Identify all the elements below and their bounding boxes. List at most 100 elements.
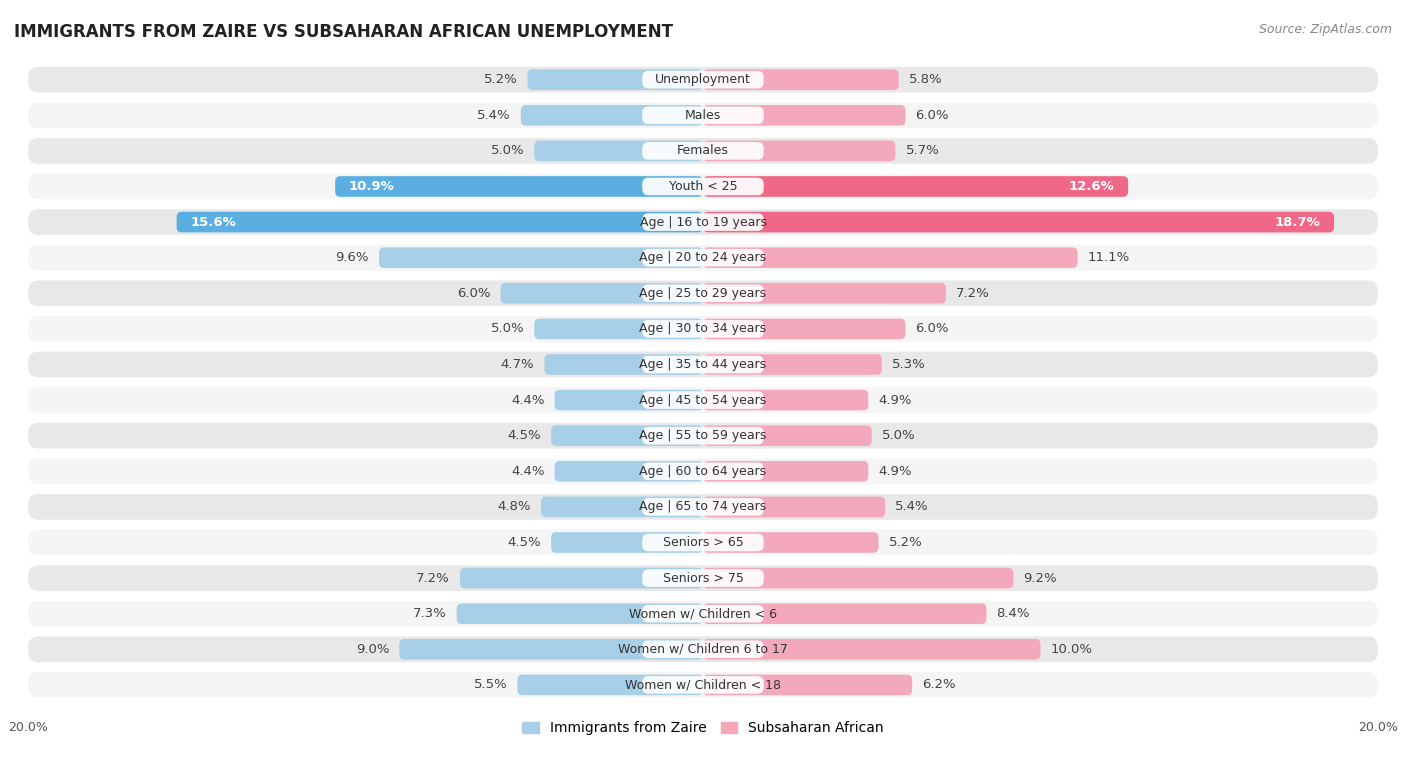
FancyBboxPatch shape: [643, 463, 763, 480]
Text: 9.2%: 9.2%: [1024, 572, 1057, 584]
Text: 10.9%: 10.9%: [349, 180, 395, 193]
Text: IMMIGRANTS FROM ZAIRE VS SUBSAHARAN AFRICAN UNEMPLOYMENT: IMMIGRANTS FROM ZAIRE VS SUBSAHARAN AFRI…: [14, 23, 673, 41]
FancyBboxPatch shape: [544, 354, 703, 375]
Text: Age | 55 to 59 years: Age | 55 to 59 years: [640, 429, 766, 442]
Text: 5.0%: 5.0%: [491, 322, 524, 335]
Text: Age | 16 to 19 years: Age | 16 to 19 years: [640, 216, 766, 229]
FancyBboxPatch shape: [527, 70, 703, 90]
Text: Age | 20 to 24 years: Age | 20 to 24 years: [640, 251, 766, 264]
Text: 5.4%: 5.4%: [896, 500, 929, 513]
FancyBboxPatch shape: [28, 388, 1378, 413]
FancyBboxPatch shape: [335, 176, 703, 197]
FancyBboxPatch shape: [643, 142, 763, 160]
Text: 5.7%: 5.7%: [905, 145, 939, 157]
Text: 7.2%: 7.2%: [416, 572, 450, 584]
FancyBboxPatch shape: [643, 213, 763, 231]
Text: Women w/ Children < 18: Women w/ Children < 18: [626, 678, 780, 691]
Text: Age | 25 to 29 years: Age | 25 to 29 years: [640, 287, 766, 300]
FancyBboxPatch shape: [643, 640, 763, 658]
FancyBboxPatch shape: [28, 672, 1378, 698]
FancyBboxPatch shape: [703, 425, 872, 446]
Text: 5.5%: 5.5%: [474, 678, 508, 691]
Text: 5.4%: 5.4%: [477, 109, 510, 122]
Text: Age | 65 to 74 years: Age | 65 to 74 years: [640, 500, 766, 513]
FancyBboxPatch shape: [643, 569, 763, 587]
Text: 15.6%: 15.6%: [190, 216, 236, 229]
FancyBboxPatch shape: [551, 532, 703, 553]
Text: Females: Females: [678, 145, 728, 157]
FancyBboxPatch shape: [517, 674, 703, 695]
FancyBboxPatch shape: [28, 245, 1378, 270]
FancyBboxPatch shape: [703, 105, 905, 126]
FancyBboxPatch shape: [457, 603, 703, 624]
Text: 7.3%: 7.3%: [413, 607, 447, 620]
FancyBboxPatch shape: [703, 639, 1040, 659]
FancyBboxPatch shape: [703, 532, 879, 553]
FancyBboxPatch shape: [703, 390, 869, 410]
Text: 5.0%: 5.0%: [882, 429, 915, 442]
Text: 4.9%: 4.9%: [879, 465, 912, 478]
FancyBboxPatch shape: [28, 352, 1378, 377]
FancyBboxPatch shape: [643, 534, 763, 551]
FancyBboxPatch shape: [703, 603, 987, 624]
FancyBboxPatch shape: [28, 494, 1378, 520]
FancyBboxPatch shape: [28, 530, 1378, 556]
FancyBboxPatch shape: [28, 316, 1378, 341]
FancyBboxPatch shape: [380, 248, 703, 268]
FancyBboxPatch shape: [703, 141, 896, 161]
FancyBboxPatch shape: [703, 70, 898, 90]
FancyBboxPatch shape: [28, 459, 1378, 484]
Text: 4.9%: 4.9%: [879, 394, 912, 407]
FancyBboxPatch shape: [703, 212, 1334, 232]
FancyBboxPatch shape: [551, 425, 703, 446]
Text: 5.2%: 5.2%: [484, 73, 517, 86]
Text: 6.0%: 6.0%: [915, 109, 949, 122]
FancyBboxPatch shape: [28, 601, 1378, 627]
FancyBboxPatch shape: [28, 565, 1378, 591]
Text: Women w/ Children < 6: Women w/ Children < 6: [628, 607, 778, 620]
FancyBboxPatch shape: [28, 281, 1378, 306]
FancyBboxPatch shape: [554, 461, 703, 481]
Text: 9.0%: 9.0%: [356, 643, 389, 656]
FancyBboxPatch shape: [28, 67, 1378, 92]
Text: 10.0%: 10.0%: [1050, 643, 1092, 656]
Text: 12.6%: 12.6%: [1069, 180, 1115, 193]
FancyBboxPatch shape: [703, 674, 912, 695]
FancyBboxPatch shape: [28, 637, 1378, 662]
Legend: Immigrants from Zaire, Subsaharan African: Immigrants from Zaire, Subsaharan Africa…: [516, 716, 890, 741]
Text: 5.2%: 5.2%: [889, 536, 922, 549]
FancyBboxPatch shape: [177, 212, 703, 232]
Text: 11.1%: 11.1%: [1088, 251, 1130, 264]
FancyBboxPatch shape: [643, 498, 763, 516]
FancyBboxPatch shape: [703, 283, 946, 304]
FancyBboxPatch shape: [643, 285, 763, 302]
Text: Seniors > 75: Seniors > 75: [662, 572, 744, 584]
Text: 18.7%: 18.7%: [1275, 216, 1320, 229]
Text: 9.6%: 9.6%: [336, 251, 368, 264]
FancyBboxPatch shape: [28, 423, 1378, 448]
FancyBboxPatch shape: [643, 605, 763, 622]
FancyBboxPatch shape: [643, 356, 763, 373]
Text: Source: ZipAtlas.com: Source: ZipAtlas.com: [1258, 23, 1392, 36]
Text: 4.8%: 4.8%: [498, 500, 531, 513]
FancyBboxPatch shape: [28, 102, 1378, 128]
FancyBboxPatch shape: [643, 427, 763, 444]
FancyBboxPatch shape: [703, 461, 869, 481]
FancyBboxPatch shape: [28, 138, 1378, 164]
FancyBboxPatch shape: [534, 319, 703, 339]
Text: 4.4%: 4.4%: [510, 394, 544, 407]
Text: Youth < 25: Youth < 25: [669, 180, 737, 193]
Text: 8.4%: 8.4%: [997, 607, 1031, 620]
FancyBboxPatch shape: [399, 639, 703, 659]
FancyBboxPatch shape: [703, 176, 1128, 197]
FancyBboxPatch shape: [541, 497, 703, 517]
Text: 5.8%: 5.8%: [908, 73, 942, 86]
FancyBboxPatch shape: [520, 105, 703, 126]
Text: 7.2%: 7.2%: [956, 287, 990, 300]
FancyBboxPatch shape: [460, 568, 703, 588]
Text: Women w/ Children 6 to 17: Women w/ Children 6 to 17: [619, 643, 787, 656]
FancyBboxPatch shape: [643, 391, 763, 409]
FancyBboxPatch shape: [703, 354, 882, 375]
Text: 4.4%: 4.4%: [510, 465, 544, 478]
FancyBboxPatch shape: [703, 497, 886, 517]
